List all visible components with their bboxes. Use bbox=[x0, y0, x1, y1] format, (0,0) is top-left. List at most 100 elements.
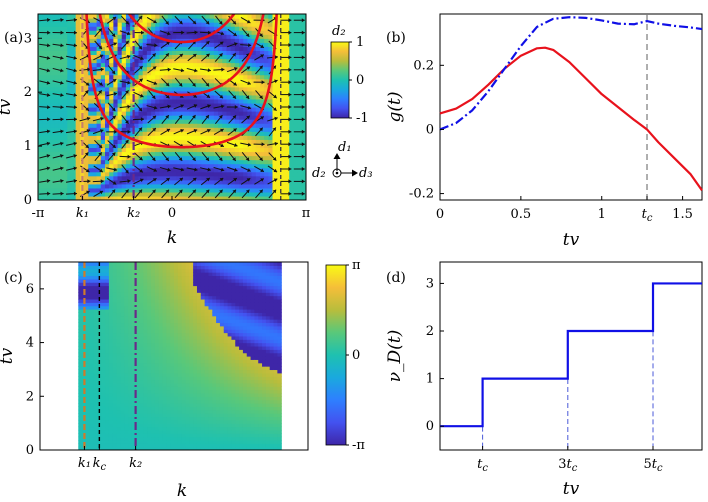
heatmap-c-cell bbox=[158, 392, 164, 397]
heatmap-c-cell bbox=[147, 342, 152, 347]
heatmap-a-cell bbox=[113, 66, 119, 72]
bloch-arrowhead bbox=[273, 107, 277, 111]
heatmap-a-cell bbox=[218, 78, 223, 84]
heatmap-a-cell bbox=[289, 18, 295, 23]
heatmap-a-cell bbox=[234, 66, 240, 72]
heatmap-a-cell bbox=[239, 34, 244, 39]
heatmap-a-cell bbox=[58, 111, 64, 116]
heatmap-a-cell bbox=[67, 26, 73, 31]
heatmap-c-cell bbox=[147, 295, 152, 300]
heatmap-c-cell bbox=[120, 275, 125, 280]
heatmap-a-cell bbox=[142, 62, 148, 68]
heatmap-a-cell bbox=[58, 195, 64, 200]
series-solid-red bbox=[439, 46, 703, 192]
heatmap-c-cell bbox=[85, 413, 91, 418]
heatmap-a-cell bbox=[71, 195, 77, 200]
heatmap-a-cell bbox=[142, 147, 148, 153]
heatmap-a-cell bbox=[42, 131, 47, 136]
heatmap-a-cell bbox=[67, 175, 73, 181]
heatmap-a-cell bbox=[75, 94, 81, 100]
heatmap-a-cell bbox=[146, 62, 152, 68]
heatmap-a-cell bbox=[50, 183, 56, 189]
bloch-arrowhead bbox=[193, 94, 197, 98]
heatmap-c-cell bbox=[154, 268, 160, 273]
heatmap-a-cell bbox=[155, 155, 161, 161]
heatmap-a-cell bbox=[38, 187, 43, 193]
heatmap-c-cell bbox=[128, 419, 133, 424]
heatmap-a-cell bbox=[117, 94, 123, 100]
heatmap-a-cell bbox=[222, 183, 228, 189]
heatmap-a-cell bbox=[251, 135, 257, 140]
heatmap-a-cell bbox=[184, 50, 190, 56]
heatmap-c-cell bbox=[124, 389, 129, 394]
heatmap-c-cell bbox=[170, 406, 175, 411]
heatmap-a-cell bbox=[58, 94, 64, 100]
heatmap-c-cell bbox=[154, 406, 160, 411]
heatmap-c-cell bbox=[162, 305, 167, 310]
heatmap-a-cell bbox=[100, 86, 106, 92]
heatmap-a-cell bbox=[209, 54, 215, 60]
heatmap-a-cell bbox=[276, 115, 282, 120]
heatmap-a-cell bbox=[138, 163, 144, 169]
heatmap-a-cell bbox=[272, 175, 278, 181]
heatmap-a-cell bbox=[280, 26, 286, 31]
heatmap-a-cell bbox=[71, 119, 77, 124]
heatmap-a-cell bbox=[38, 131, 43, 136]
heatmap-a-cell bbox=[188, 34, 194, 39]
heatmap-c-cell bbox=[147, 359, 152, 364]
heatmap-a-cell bbox=[96, 42, 102, 47]
heatmap-a-cell bbox=[247, 159, 253, 165]
heatmap-c-cell bbox=[166, 416, 171, 421]
heatmap-a-cell bbox=[50, 62, 56, 68]
heatmap-a-cell bbox=[50, 135, 56, 140]
heatmap-c-cell bbox=[135, 416, 141, 421]
heatmap-c-cell bbox=[93, 426, 99, 431]
heatmap-a-cell bbox=[289, 187, 295, 193]
heatmap-a-cell bbox=[201, 34, 207, 39]
heatmap-c-cell bbox=[112, 443, 118, 448]
heatmap-a-cell bbox=[113, 139, 119, 144]
heatmap-a-cell bbox=[96, 111, 102, 116]
heatmap-a-cell bbox=[213, 111, 219, 116]
heatmap-a-cell bbox=[243, 159, 248, 165]
heatmap-a-cell bbox=[201, 74, 207, 80]
heatmap-a-cell bbox=[255, 107, 261, 112]
heatmap-c-cell bbox=[147, 372, 152, 377]
heatmap-c-cell bbox=[147, 332, 152, 337]
heatmap-a-cell bbox=[163, 22, 169, 27]
heatmap-c-cell bbox=[108, 288, 114, 293]
heatmap-a-cell bbox=[92, 171, 98, 177]
heatmap-c-cell bbox=[166, 302, 171, 307]
heatmap-a-cell bbox=[222, 187, 228, 193]
heatmap-c-cell bbox=[105, 369, 110, 374]
bloch-arrowhead bbox=[112, 115, 116, 120]
heatmap-c-cell bbox=[147, 305, 152, 310]
bloch-arrowhead bbox=[205, 157, 209, 161]
heatmap-c-cell bbox=[166, 295, 171, 300]
heatmap-a-cell bbox=[63, 18, 68, 23]
heatmap-c-cell bbox=[128, 292, 133, 297]
heatmap-a-cell bbox=[134, 151, 140, 157]
heatmap-a-cell bbox=[92, 131, 98, 136]
heatmap-a-cell bbox=[113, 163, 119, 169]
heatmap-a-cell bbox=[285, 127, 290, 132]
heatmap-c-cell bbox=[93, 399, 99, 404]
heatmap-a-cell bbox=[192, 98, 198, 104]
heatmap-c-cell bbox=[124, 446, 129, 450]
heatmap-a-cell bbox=[280, 38, 286, 43]
heatmap-a-cell bbox=[255, 14, 261, 19]
heatmap-a-cell bbox=[172, 151, 177, 157]
heatmap-a-cell bbox=[251, 171, 257, 177]
heatmap-a-cell bbox=[201, 86, 207, 92]
heatmap-a-cell bbox=[172, 22, 177, 27]
heatmap-c-cell bbox=[124, 433, 129, 438]
heatmap-a-cell bbox=[276, 143, 282, 149]
heatmap-a-cell bbox=[75, 183, 81, 189]
heatmap-a-cell bbox=[301, 26, 306, 31]
heatmap-c-cell bbox=[116, 392, 121, 397]
heatmap-a-cell bbox=[180, 34, 186, 39]
heatmap-a-cell bbox=[125, 115, 131, 120]
heatmap-c-cell bbox=[154, 352, 160, 357]
heatmap-a-cell bbox=[109, 38, 114, 43]
heatmap-a-cell bbox=[88, 159, 94, 165]
